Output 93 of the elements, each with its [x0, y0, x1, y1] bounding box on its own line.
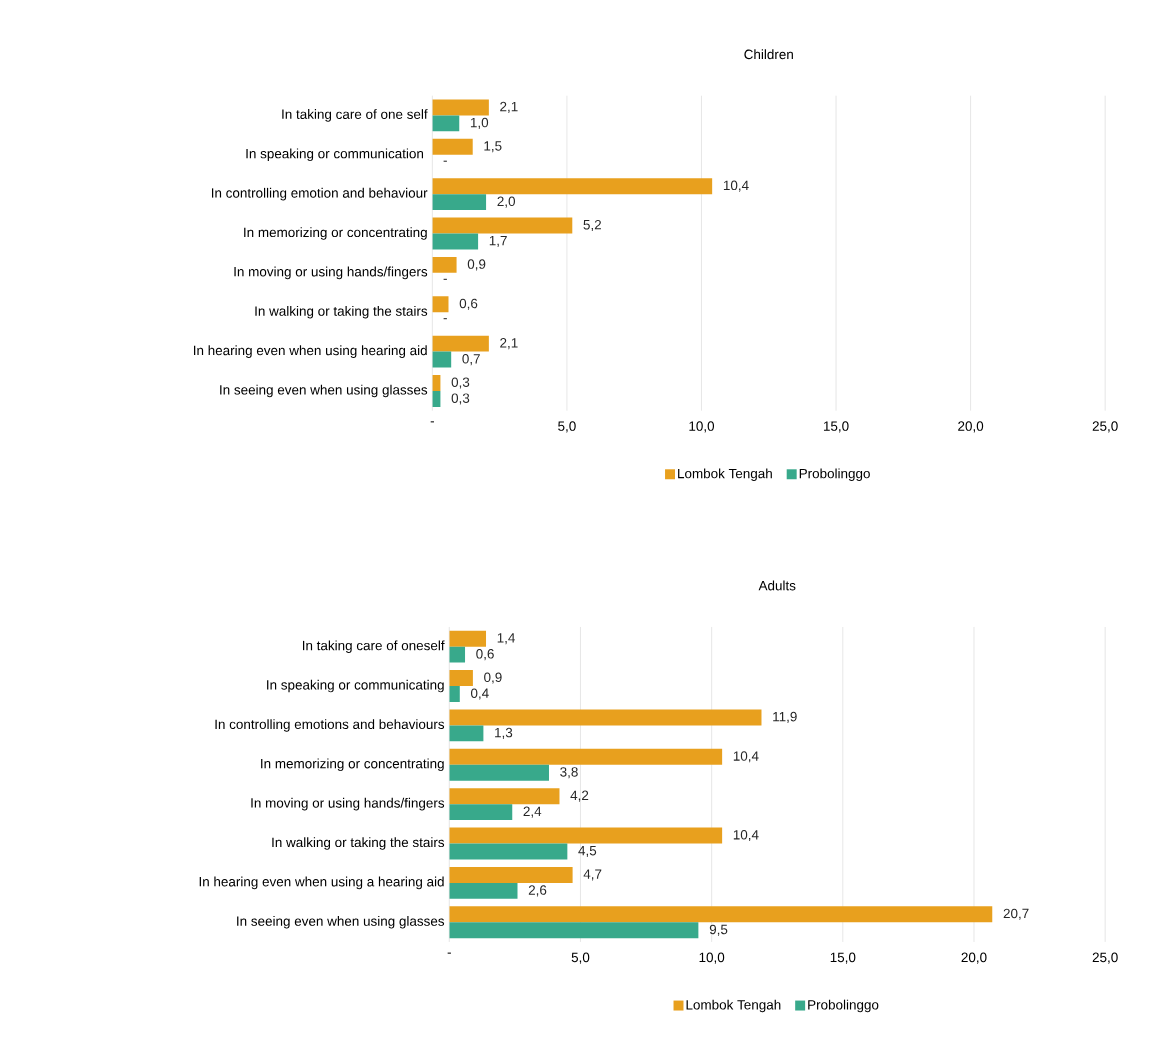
legend-label: Lombok Tengah: [678, 468, 772, 482]
bar: [449, 709, 762, 726]
data-label: 10,4: [723, 180, 749, 192]
data-label: 5,2: [583, 220, 601, 232]
legend-label: Probolinggo: [799, 468, 870, 482]
chart-title: Adults: [758, 580, 796, 591]
bar: [432, 351, 452, 368]
legend-label: Lombok Tengah: [686, 999, 781, 1013]
x-tick-label: 15,0: [823, 421, 849, 433]
y-tick-label: In controlling emotions and behaviours: [215, 719, 445, 732]
y-tick-label: In taking care of oneself: [302, 640, 445, 654]
bar: [432, 296, 449, 313]
y-tick-label: In memorizing or concentrating: [261, 758, 444, 772]
bar: [449, 646, 466, 663]
data-label: 1,3: [495, 728, 513, 740]
bar: [449, 804, 513, 821]
bar: [449, 788, 560, 805]
x-tick-label: 25,0: [1092, 952, 1118, 964]
y-tick-label: In speaking or communicating: [267, 679, 444, 693]
data-label: 2,0: [497, 196, 516, 208]
bar: [432, 217, 573, 234]
bar: [449, 843, 568, 860]
y-tick-label: In walking or taking the stairs: [255, 306, 428, 319]
data-label: 2,4: [523, 806, 542, 818]
y-tick-label: In walking or taking the stairs: [272, 837, 445, 850]
bar: [449, 630, 487, 647]
x-tick-label: 5,0: [571, 952, 590, 964]
data-label: 4,5: [578, 846, 597, 858]
y-tick-label: In speaking or communication: [246, 148, 424, 162]
x-tick-label: -: [430, 421, 434, 423]
data-label: 0,9: [467, 259, 486, 271]
bar: [449, 906, 993, 923]
y-tick-label: In moving or using hands/fingers: [251, 798, 445, 811]
x-tick-label: 5,0: [558, 421, 576, 433]
bar: [449, 883, 518, 900]
data-label: 0,3: [451, 377, 470, 389]
x-tick-label: 10,0: [699, 952, 725, 964]
y-tick-label: In seeing even when using glasses: [237, 916, 445, 929]
y-tick-label: In controlling emotion and behaviour: [211, 188, 428, 201]
data-label: 0,9: [484, 672, 502, 684]
data-label: 4,7: [583, 869, 602, 881]
x-tick-label: 20,0: [958, 421, 984, 433]
data-label: 0,6: [459, 298, 478, 311]
data-label: -: [443, 160, 447, 162]
data-label: 2,1: [500, 102, 518, 114]
data-label: 0,3: [451, 393, 470, 405]
bar: [432, 115, 460, 132]
data-label: 3,8: [560, 767, 578, 779]
bar: [432, 233, 479, 250]
data-label: 2,1: [500, 338, 518, 350]
y-tick-label: In seeing even when using glasses: [220, 384, 428, 398]
x-tick-label: 10,0: [689, 421, 715, 433]
bar: [449, 686, 460, 703]
data-label: 10,4: [733, 751, 759, 763]
y-tick-label: In moving or using hands/fingers: [234, 266, 428, 280]
bar: [432, 335, 489, 352]
data-label: 1,5: [484, 141, 502, 153]
bar: [449, 749, 723, 765]
y-tick-label: In hearing even when using a hearing aid: [199, 876, 444, 890]
bar: [432, 139, 473, 155]
data-label: 9,5: [709, 924, 728, 937]
data-label: 2,6: [528, 885, 547, 897]
x-tick-label: -: [447, 952, 451, 954]
data-label: 0,7: [462, 354, 480, 366]
data-label: 1,0: [470, 118, 489, 130]
x-tick-label: 20,0: [961, 952, 987, 964]
data-label: 10,4: [733, 830, 759, 842]
y-tick-label: In memorizing or concentrating: [244, 227, 427, 240]
bar: [432, 257, 457, 274]
data-label: -: [443, 279, 447, 281]
bar: [449, 764, 549, 781]
legend-label: Probolinggo: [808, 999, 879, 1013]
bar: [449, 827, 723, 844]
data-label: 11,9: [773, 712, 797, 724]
bar: [449, 922, 699, 939]
bar: [432, 99, 489, 116]
data-label: 1,7: [489, 236, 507, 248]
bar: [449, 867, 573, 884]
data-label: 20,7: [1003, 908, 1029, 921]
bar: [449, 725, 484, 742]
data-label: 0,4: [470, 688, 489, 700]
bar: [432, 194, 487, 211]
data-label: 4,2: [570, 790, 589, 802]
x-tick-label: 25,0: [1092, 421, 1118, 433]
data-label: -: [443, 318, 447, 320]
chart-title: Children: [744, 49, 793, 60]
bar: [449, 670, 473, 687]
y-tick-label: In taking care of one self: [282, 109, 428, 122]
y-tick-label: In hearing even when using hearing aid: [194, 345, 427, 359]
data-label: 1,4: [497, 633, 515, 645]
bar: [432, 178, 713, 195]
data-label: 0,6: [476, 649, 494, 661]
x-tick-label: 15,0: [830, 952, 856, 964]
